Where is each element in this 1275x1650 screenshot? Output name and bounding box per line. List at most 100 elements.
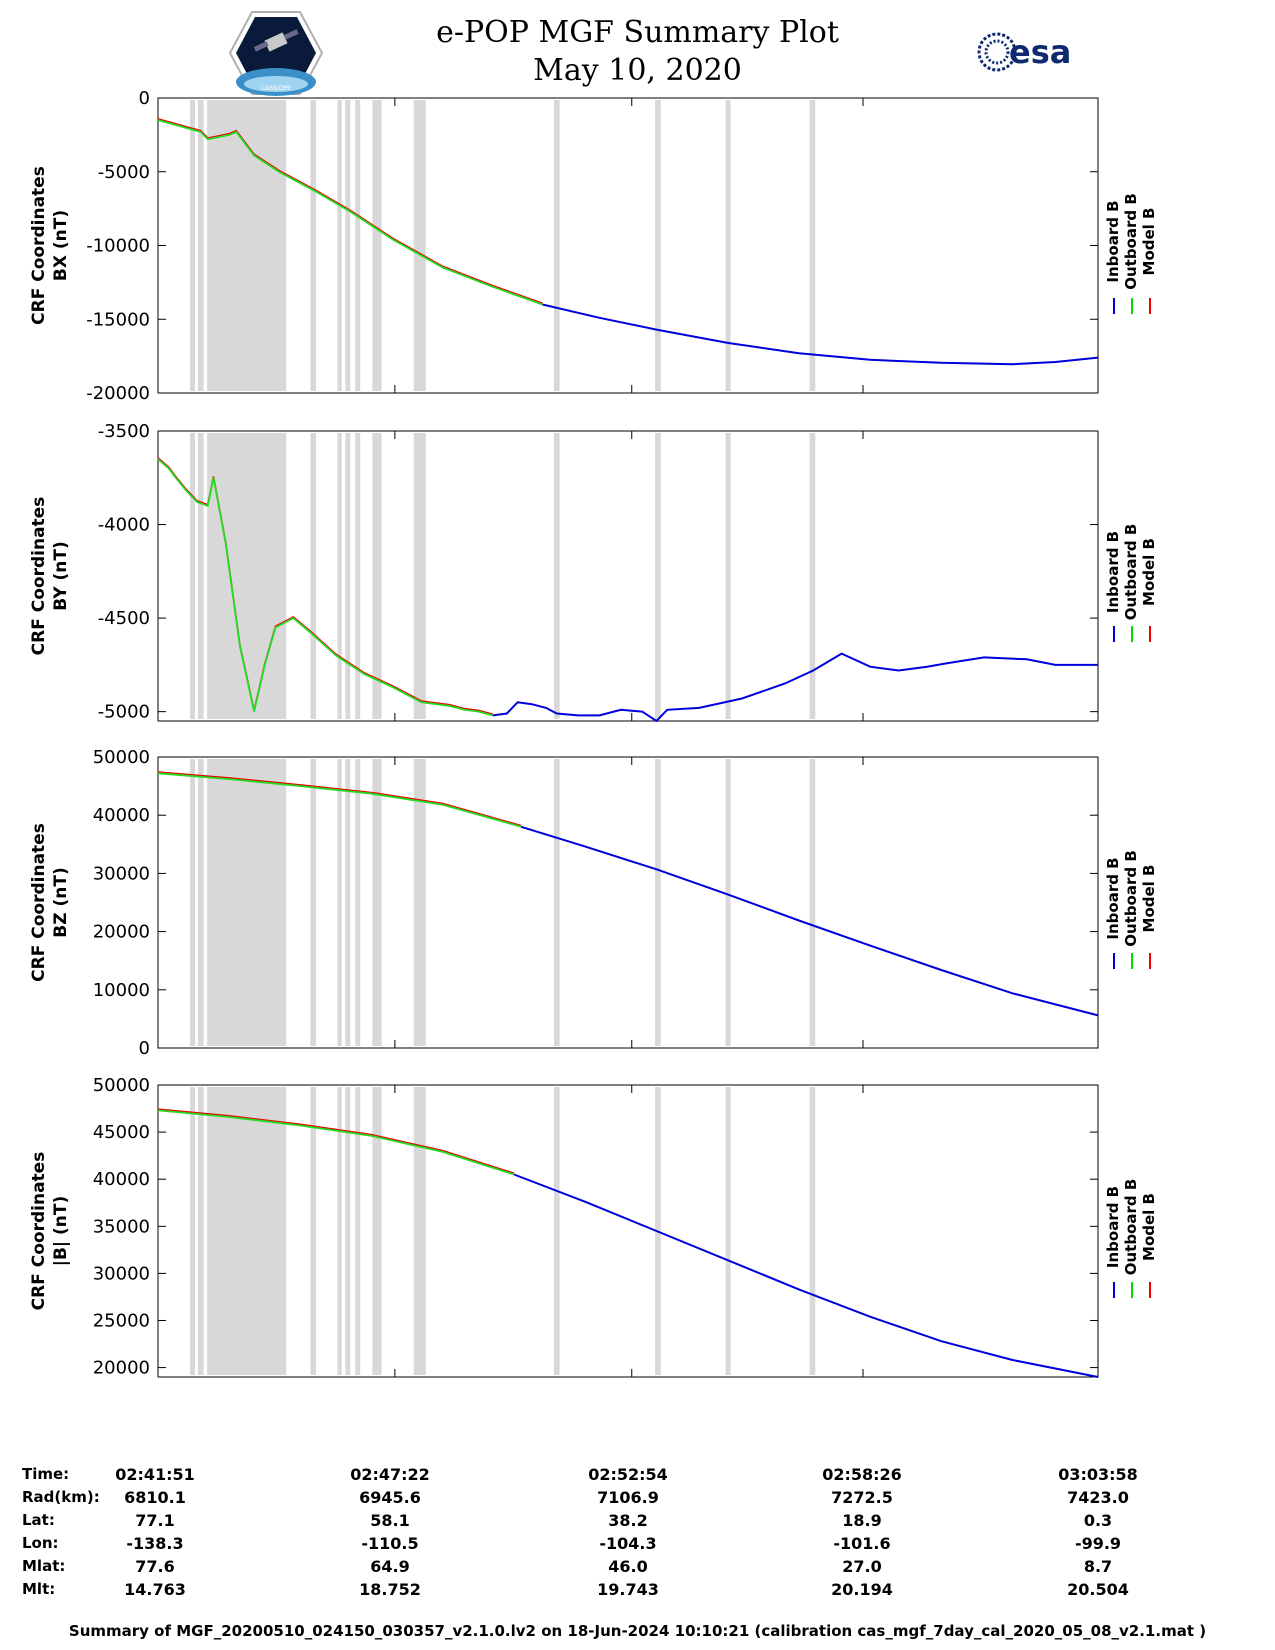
ephemeris-cell: 7106.9 — [597, 1488, 659, 1507]
data-gap-band — [310, 759, 317, 1046]
data-gap-band — [345, 1087, 351, 1375]
ephemeris-row-label: Rad(km): — [22, 1488, 100, 1506]
y-axis-label-line2: |B| (nT) — [51, 1196, 71, 1267]
data-gap-band — [413, 759, 426, 1046]
y-tick-label: 50000 — [93, 1075, 150, 1096]
y-tick-label: 50000 — [93, 747, 150, 768]
model-b-series — [157, 771, 522, 827]
inboard-b-series — [542, 303, 1099, 366]
data-gap-band — [337, 1087, 342, 1375]
y-tick-label: 20000 — [93, 1358, 150, 1379]
model-b-series — [157, 1108, 515, 1175]
legend-label: Inboard B — [1104, 200, 1122, 282]
ephemeris-row-label: Lat: — [22, 1511, 55, 1529]
ephemeris-cell: 02:52:54 — [588, 1465, 668, 1484]
data-gap-band — [310, 433, 317, 719]
cassiope-mission-logo: CASSIOPE — [228, 11, 324, 96]
y-tick-label: 25000 — [93, 1310, 150, 1331]
y-axis-label-line2: BY (nT) — [51, 541, 71, 611]
legend-label: Model B — [1140, 1193, 1158, 1261]
data-gap-band — [197, 433, 204, 719]
legend-label: Outboard B — [1122, 850, 1140, 947]
outboard-b-series — [157, 458, 493, 717]
data-gap-band — [337, 100, 342, 391]
data-gap-band — [190, 1087, 196, 1375]
data-gap-band — [214, 433, 287, 719]
data-gap-band — [355, 433, 361, 719]
ephemeris-cell: 19.743 — [597, 1580, 659, 1599]
data-gap-band — [345, 100, 351, 391]
data-gap-band — [310, 100, 317, 391]
ephemeris-cell: 20.504 — [1067, 1580, 1129, 1599]
panel-4: 50000 45000 40000 35000 30000 25000 20000 CRF C… — [29, 1075, 1158, 1379]
y-tick-label: 30000 — [93, 1263, 150, 1284]
data-gap-band — [355, 1087, 361, 1375]
data-gap-band — [809, 433, 816, 719]
data-gap-band — [345, 759, 351, 1046]
data-gap-band — [337, 759, 342, 1046]
outboard-b-series — [157, 1109, 515, 1176]
data-gap-band — [413, 100, 426, 391]
cassiope-logo-text: CASSIOPE — [261, 85, 291, 92]
legend-label: Outboard B — [1122, 524, 1140, 621]
data-gap-band — [197, 1087, 204, 1375]
y-axis-label-line1: CRF Coordinates — [29, 823, 49, 982]
panel-frame — [157, 430, 1099, 722]
ephemeris-cell: 27.0 — [842, 1557, 882, 1576]
y-axis-label: CRF Coordinates BY (nT) — [29, 497, 71, 656]
y-axis-label-line1: CRF Coordinates — [29, 166, 49, 325]
y-tick-label: -4000 — [98, 515, 150, 536]
y-tick-label: 30000 — [93, 863, 150, 884]
y-tick-label: 40000 — [93, 1169, 150, 1190]
data-gap-band — [310, 1087, 317, 1375]
ephemeris-cell: 7423.0 — [1067, 1488, 1129, 1507]
ephemeris-cell: 8.7 — [1083, 1557, 1113, 1576]
y-tick-label: 0 — [139, 88, 150, 109]
ephemeris-cell: 58.1 — [370, 1511, 410, 1530]
data-gap-band — [553, 759, 560, 1046]
y-tick-label: -3500 — [98, 421, 150, 442]
y-axis-label-line2: BZ (nT) — [51, 867, 71, 937]
data-gap-band — [190, 433, 196, 719]
y-axis-label-line1: CRF Coordinates — [29, 1152, 49, 1311]
data-gap-band — [413, 1087, 426, 1375]
data-gap-band — [190, 759, 196, 1046]
data-gap-band — [190, 100, 196, 391]
ephemeris-cell: -110.5 — [361, 1534, 419, 1553]
y-tick-label: -5000 — [98, 702, 150, 723]
data-gap-band — [655, 433, 661, 719]
ephemeris-row-label: Mlt: — [22, 1580, 56, 1598]
ephemeris-cell: -104.3 — [599, 1534, 657, 1553]
data-gap-band — [413, 433, 426, 719]
data-gap-band — [207, 100, 215, 391]
esa-logo: esa — [977, 32, 1071, 72]
y-axis-label-line1: CRF Coordinates — [29, 497, 49, 656]
y-tick-label: -10000 — [86, 236, 150, 257]
ephemeris-cell: 77.6 — [135, 1557, 175, 1576]
y-tick-label: 40000 — [93, 805, 150, 826]
data-gap-band — [553, 1087, 560, 1375]
ephemeris-cell: 6810.1 — [124, 1488, 186, 1507]
data-gap-band — [214, 1087, 287, 1375]
data-gap-band — [355, 759, 361, 1046]
data-gap-band — [345, 433, 351, 719]
y-tick-label: 45000 — [93, 1122, 150, 1143]
outboard-b-series — [157, 119, 543, 306]
data-gap-band — [655, 100, 661, 391]
esa-logo-text: esa — [1009, 33, 1071, 71]
y-tick-label: 35000 — [93, 1216, 150, 1237]
data-gap-band — [355, 100, 361, 391]
ephemeris-cell: -101.6 — [833, 1534, 891, 1553]
y-tick-label: 20000 — [93, 922, 150, 943]
ephemeris-cell: 77.1 — [135, 1511, 175, 1530]
ephemeris-cell: 6945.6 — [359, 1488, 421, 1507]
panel-frame — [157, 1084, 1099, 1378]
ephemeris-cell: 7272.5 — [831, 1488, 893, 1507]
y-tick-label: -15000 — [86, 309, 150, 330]
ephemeris-cell: 14.763 — [124, 1580, 186, 1599]
ephemeris-cell: 0.3 — [1083, 1511, 1113, 1530]
data-gap-band — [372, 759, 382, 1046]
data-gap-band — [207, 1087, 215, 1375]
panel-2: -3500 -4000 -4500 -5000 CRF Coordinates BY (n… — [29, 421, 1158, 723]
data-gap-band — [197, 759, 204, 1046]
